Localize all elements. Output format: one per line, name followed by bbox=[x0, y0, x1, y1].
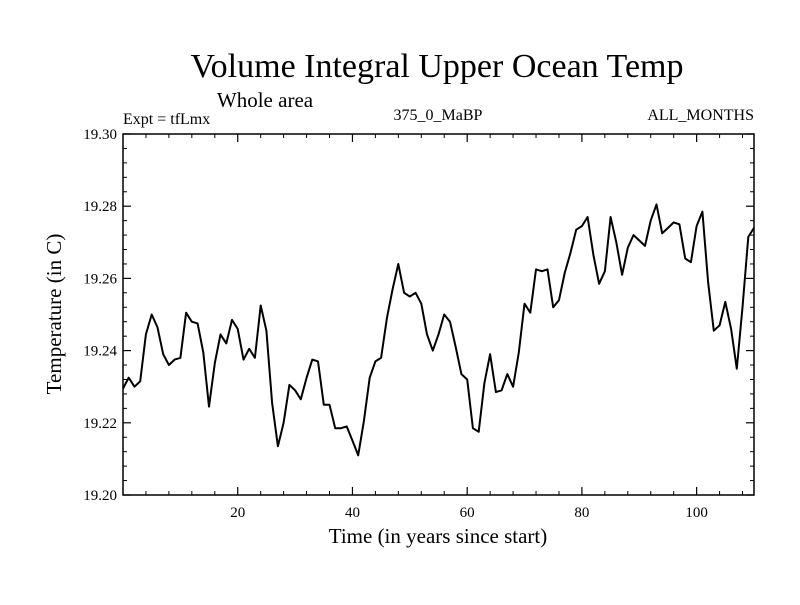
x-tick-label: 40 bbox=[345, 505, 360, 521]
chart-subtitle: Whole area bbox=[217, 88, 314, 112]
y-tick-label: 19.28 bbox=[83, 199, 117, 215]
x-tick-label: 20 bbox=[230, 505, 245, 521]
x-tick-label: 80 bbox=[574, 505, 589, 521]
y-tick-label: 19.24 bbox=[83, 344, 117, 360]
x-tick-labels: 20 40 60 80 100 bbox=[230, 505, 708, 521]
x-axis-label: Time (in years since start) bbox=[329, 524, 548, 548]
x-tick-label: 100 bbox=[685, 505, 708, 521]
y-axis-label: Temperature (in C) bbox=[42, 234, 66, 395]
y-tick-labels: 19.20 19.22 19.24 19.26 19.28 19.30 bbox=[83, 127, 117, 504]
chart-title: Volume Integral Upper Ocean Temp bbox=[191, 48, 684, 85]
annotation-right: ALL_MONTHS bbox=[647, 107, 754, 124]
annotation-left: Expt = tfLmx bbox=[123, 111, 210, 128]
annotation-center: 375_0_MaBP bbox=[394, 107, 483, 124]
plot-frame bbox=[122, 133, 755, 496]
y-tick-label: 19.30 bbox=[83, 127, 117, 143]
series-line bbox=[122, 203, 755, 457]
x-tick-label: 60 bbox=[460, 505, 475, 521]
axis-ticks bbox=[123, 133, 754, 496]
y-tick-label: 19.22 bbox=[83, 416, 117, 432]
y-tick-label: 19.20 bbox=[83, 488, 117, 504]
y-tick-label: 19.26 bbox=[83, 271, 117, 287]
series-layer bbox=[122, 203, 755, 457]
